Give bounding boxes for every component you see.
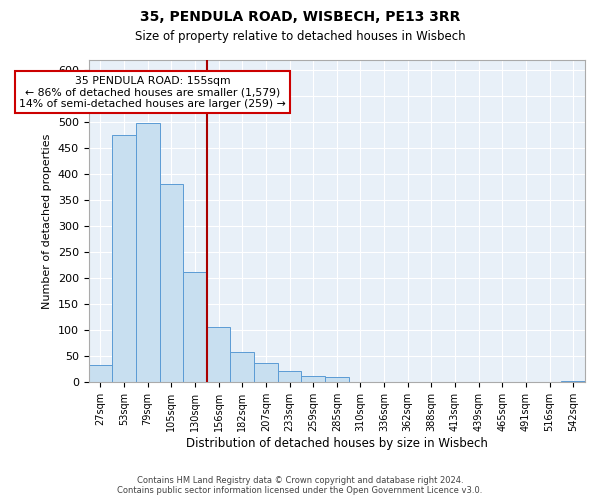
Bar [230,352,254,382]
Text: Contains HM Land Registry data © Crown copyright and database right 2024.
Contai: Contains HM Land Registry data © Crown c… [118,476,482,495]
Y-axis label: Number of detached properties: Number of detached properties [42,134,52,309]
Bar [112,136,136,382]
Text: 35 PENDULA ROAD: 155sqm
← 86% of detached houses are smaller (1,579)
14% of semi: 35 PENDULA ROAD: 155sqm ← 86% of detache… [19,76,286,109]
Text: Size of property relative to detached houses in Wisbech: Size of property relative to detached ho… [134,30,466,43]
Text: 35, PENDULA ROAD, WISBECH, PE13 3RR: 35, PENDULA ROAD, WISBECH, PE13 3RR [140,10,460,24]
Bar [183,272,207,382]
Bar [207,326,230,382]
Bar [278,371,301,382]
Bar [136,124,160,382]
Bar [160,184,183,382]
X-axis label: Distribution of detached houses by size in Wisbech: Distribution of detached houses by size … [186,437,488,450]
Bar [301,376,325,382]
Bar [254,363,278,382]
Bar [89,365,112,382]
Bar [325,376,349,382]
